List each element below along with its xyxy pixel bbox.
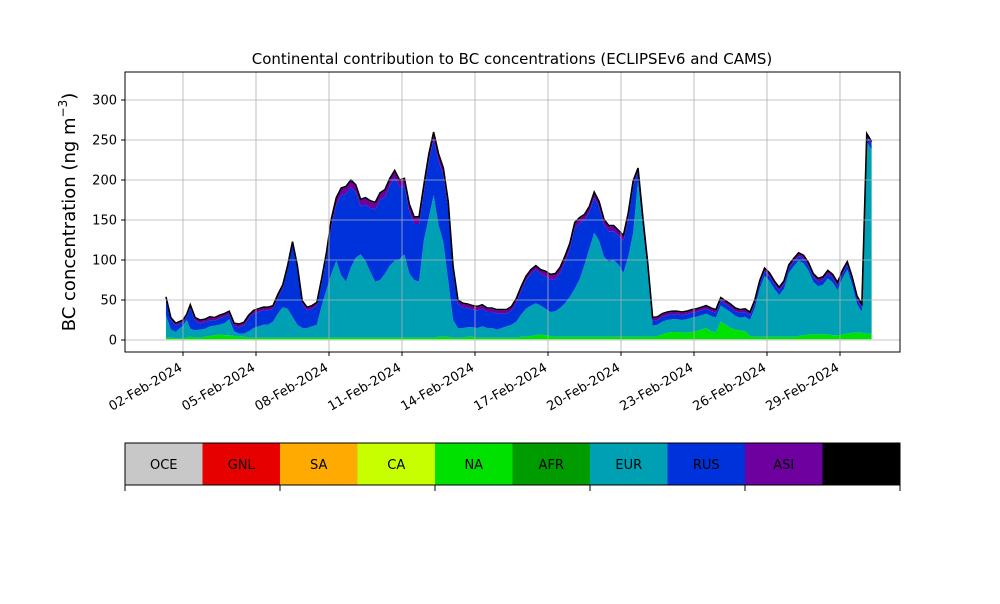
area-eur xyxy=(165,141,872,339)
y-axis-label-close: ) xyxy=(59,93,80,100)
y-tick-label: 100 xyxy=(92,254,117,269)
chart-title: Continental contribution to BC concentra… xyxy=(252,50,773,68)
legend-swatch-gnl xyxy=(202,443,281,485)
legend-label-asi: ASI xyxy=(773,458,794,473)
legend-label-oce: OCE xyxy=(150,458,178,473)
legend-swatch-sa xyxy=(280,443,358,485)
y-tick-label: 250 xyxy=(92,134,117,149)
x-tick-label: 14-Feb-2024 xyxy=(398,360,477,414)
legend-label-na: NA xyxy=(464,458,483,473)
legend-label-rus: RUS xyxy=(693,458,720,473)
y-tick-label: 0 xyxy=(109,334,117,349)
legend-label-aus: AUS xyxy=(848,458,875,473)
stacked-areas xyxy=(165,130,873,340)
y-tick-label: 50 xyxy=(100,294,117,309)
grid xyxy=(125,72,900,352)
legend-swatch-aus xyxy=(822,443,901,485)
y-axis-label-main: BC concentration (ng m xyxy=(59,117,80,331)
legend-swatch-rus xyxy=(667,443,746,485)
x-tick-label: 23-Feb-2024 xyxy=(617,360,696,414)
x-tick-label: 11-Feb-2024 xyxy=(325,360,404,414)
colorbar-legend: OCE GNL SA CA NA AFR EUR RUS ASI AUS xyxy=(124,442,901,491)
legend-frame xyxy=(124,442,901,486)
legend-label-gnl: GNL xyxy=(228,458,256,473)
area-na xyxy=(165,321,872,340)
x-tick-label: 20-Feb-2024 xyxy=(544,360,623,414)
x-tick-label: 29-Feb-2024 xyxy=(763,360,842,414)
y-tick-label: 150 xyxy=(92,214,117,229)
legend-label-afr: AFR xyxy=(539,458,564,473)
y-axis-label-superscript: −3 xyxy=(56,100,70,118)
legend-swatch-na xyxy=(435,443,513,485)
y-axis-label: BC concentration (ng m−3) xyxy=(56,93,80,332)
x-tick-label: 02-Feb-2024 xyxy=(106,360,185,414)
plot-frame xyxy=(124,71,901,353)
y-tick-label: 200 xyxy=(92,174,117,189)
x-tick-label: 17-Feb-2024 xyxy=(471,360,550,414)
legend-swatch-ca xyxy=(357,443,436,485)
legend-swatch-afr xyxy=(512,443,591,485)
legend-label-eur: EUR xyxy=(615,458,642,473)
x-tick-label: 08-Feb-2024 xyxy=(252,360,331,414)
plot-area: 0 50 100 150 200 250 300 02-Feb-202405-Feb-2024… xyxy=(92,71,901,414)
area-aus-total-line xyxy=(165,130,873,325)
legend-swatch-eur xyxy=(590,443,668,485)
y-tick-label: 300 xyxy=(92,94,117,109)
x-tick-label: 26-Feb-2024 xyxy=(690,360,769,414)
legend-label-sa: SA xyxy=(310,458,327,473)
legend-swatch-asi xyxy=(745,443,823,485)
legend-swatch-oce xyxy=(125,443,203,485)
legend-label-ca: CA xyxy=(387,458,405,473)
x-tick-label: 05-Feb-2024 xyxy=(179,360,258,414)
